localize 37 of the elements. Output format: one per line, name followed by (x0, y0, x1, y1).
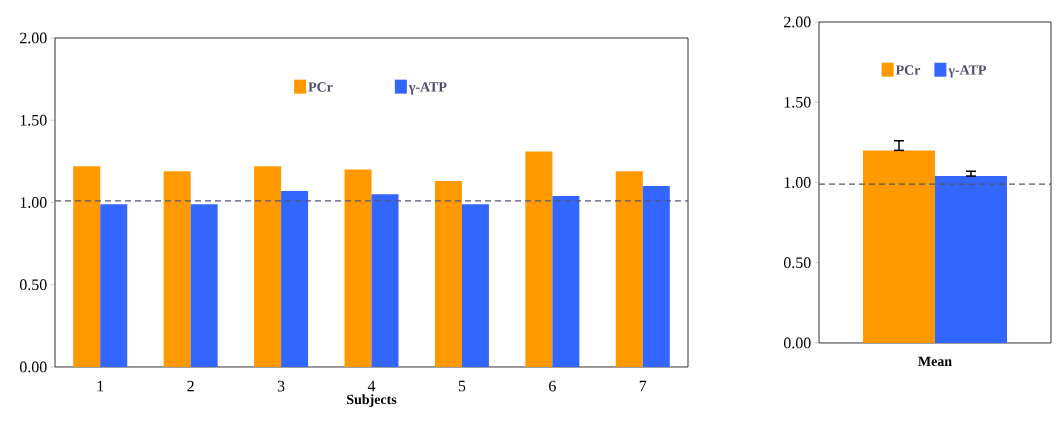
y-tick-label: 0.50 (783, 257, 811, 269)
legend-label: γ-ATP (408, 82, 447, 95)
bar (615, 171, 643, 367)
x-tick-label: 5 (458, 380, 466, 392)
x-tick-label: 1 (97, 380, 104, 392)
bar (73, 166, 101, 367)
x-tick-label: 6 (549, 380, 556, 392)
bar (344, 169, 372, 367)
bar (163, 171, 191, 367)
legend-label: PCr (895, 65, 921, 75)
y-tick-label: 1.00 (784, 177, 811, 188)
y-tick-label: 2.00 (784, 16, 811, 28)
y-tick-label: 1.50 (784, 96, 811, 108)
x-tick-label: 7 (639, 380, 647, 392)
bar (371, 194, 399, 367)
x-tick-label: Mean (918, 356, 952, 367)
bar (190, 204, 218, 367)
x-tick-label: 4 (367, 380, 376, 392)
y-tick-label: 0.00 (19, 361, 47, 373)
legend-label: γ-ATP (948, 65, 987, 78)
x-tick-label: 2 (187, 380, 194, 392)
bar (525, 151, 553, 367)
y-tick-label: 1.50 (20, 114, 47, 126)
bar (552, 195, 580, 367)
x-axis-title: Subjects (347, 394, 397, 407)
bar (254, 166, 282, 367)
bar (461, 204, 489, 367)
legend-label: PCr (308, 82, 333, 92)
y-tick-label: 0.00 (783, 337, 811, 349)
y-tick-label: 2.00 (20, 32, 47, 44)
y-tick-label: 0.50 (19, 279, 47, 291)
y-tick-label: 1.00 (20, 197, 47, 208)
x-tick-label: 3 (277, 380, 285, 392)
bar (281, 190, 309, 367)
bar (434, 181, 462, 367)
bar (642, 186, 670, 367)
bar (100, 204, 128, 367)
